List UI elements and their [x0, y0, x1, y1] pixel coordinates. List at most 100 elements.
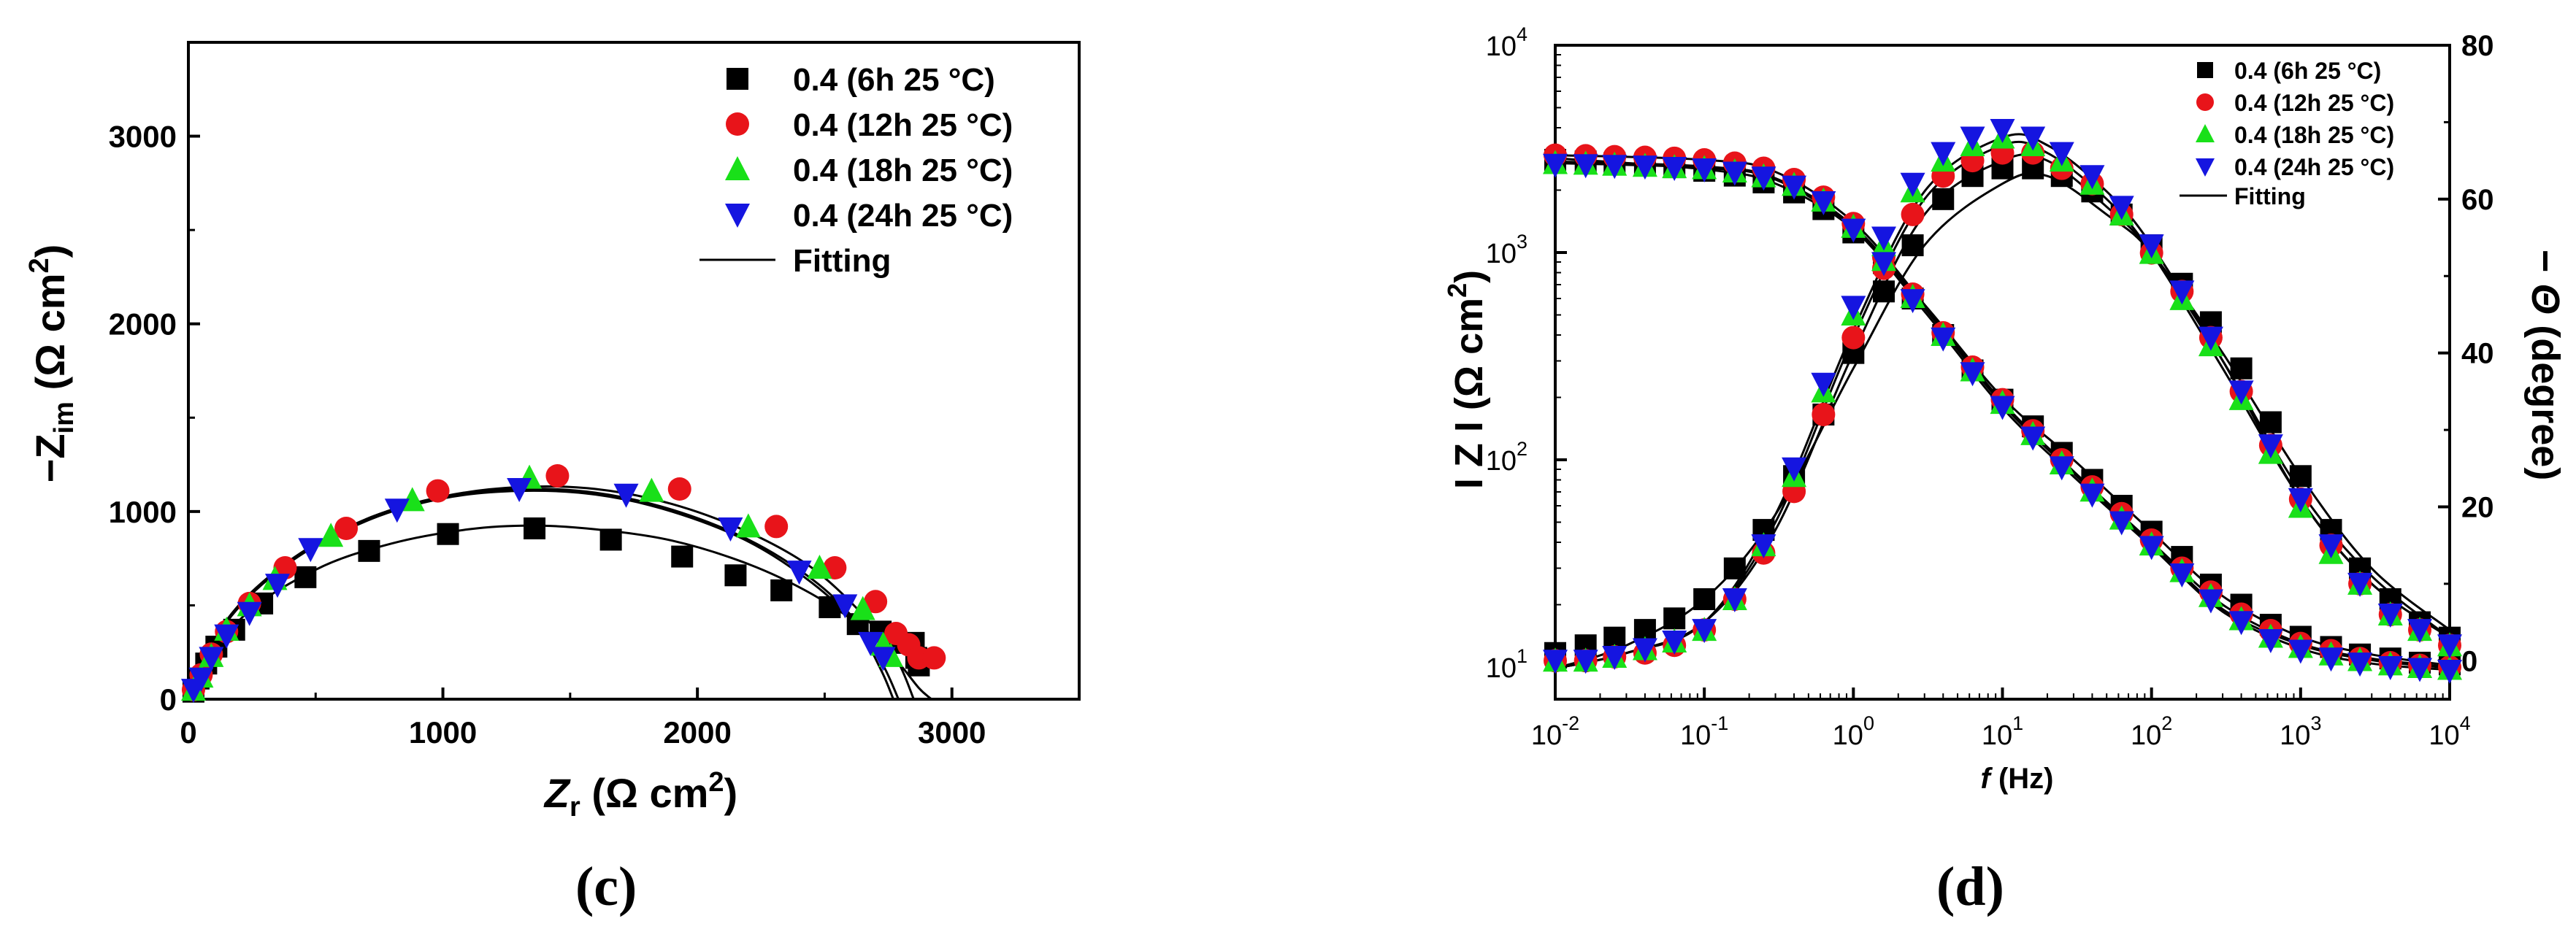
data-point: [735, 513, 761, 538]
data-point: [858, 631, 883, 656]
data-point-phase: [2318, 534, 2344, 559]
data-point-modulus: [2079, 483, 2105, 508]
data-point: [437, 523, 459, 545]
x-tick-label: 100: [1833, 712, 1874, 751]
legend-label: 0.4 (12h 25 °C): [2234, 90, 2394, 116]
y-right-tick-label: 0: [2461, 645, 2477, 677]
y-left-tick-label: 104: [1486, 23, 1527, 62]
data-point-modulus: [1871, 252, 1897, 277]
data-point-phase: [1751, 534, 1776, 559]
data-point-phase: [2079, 165, 2105, 190]
data-point-modulus: [1931, 327, 1956, 352]
legend-marker: [727, 68, 748, 90]
data-point-phase: [2259, 411, 2282, 434]
data-point: [318, 523, 344, 547]
legend-marker: [2197, 62, 2213, 78]
legend-marker: [2196, 158, 2215, 177]
data-point: [545, 464, 570, 488]
data-point: [426, 479, 450, 503]
legend-fit-label: Fitting: [793, 243, 891, 279]
legend-label: 0.4 (6h 25 °C): [793, 62, 995, 98]
data-point: [199, 647, 224, 671]
y-right-tick-label: 40: [2461, 338, 2494, 370]
data-point-phase: [1932, 188, 1955, 210]
data-point-phase: [1990, 118, 2015, 143]
data-point-modulus: [1662, 157, 1687, 182]
data-point: [832, 594, 858, 619]
x-axis-label: Zr (Ω cm2): [543, 767, 737, 823]
legend-marker: [726, 112, 749, 136]
data-point-phase: [1602, 646, 1628, 671]
data-point: [188, 667, 214, 692]
data-point: [334, 517, 359, 540]
y-tick-label: 3000: [109, 120, 177, 154]
data-point: [667, 477, 691, 501]
data-point-modulus: [2437, 660, 2462, 685]
y-right-tick-label: 60: [2461, 184, 2494, 216]
data-point-modulus: [1722, 161, 1747, 186]
fit-line-phase: [1555, 172, 2450, 670]
y-tick-label: 0: [160, 682, 177, 717]
data-point: [807, 555, 832, 579]
data-point-phase: [2347, 572, 2373, 597]
data-point: [864, 590, 888, 614]
data-point-modulus: [1751, 166, 1776, 191]
data-point-phase: [2230, 357, 2253, 380]
data-point-phase: [2228, 380, 2254, 405]
data-point-phase: [2169, 280, 2195, 305]
data-point-phase: [1901, 234, 1924, 257]
data-point-modulus: [2228, 611, 2254, 636]
data-point: [786, 561, 812, 585]
legend-label: 0.4 (24h 25 °C): [2234, 154, 2394, 180]
x-tick-label: 3000: [918, 715, 986, 750]
data-point: [273, 556, 297, 579]
data-point-phase: [1901, 202, 1925, 226]
data-point: [237, 601, 262, 626]
data-point: [671, 545, 694, 568]
data-point-phase: [1900, 172, 1925, 197]
bode-plot: 10-2 10-1 100 101 102 103 104 101 102 103 104 0 20 40…: [1442, 23, 2567, 795]
x-tick-label: 10-2: [1531, 712, 1579, 751]
data-point-phase: [2198, 326, 2223, 351]
data-point-phase: [2437, 634, 2462, 659]
y-tick-label: 1000: [109, 495, 177, 529]
data-point-phase: [1871, 226, 1897, 251]
x-tick-label: 0: [180, 715, 196, 750]
data-point-modulus: [1692, 158, 1717, 183]
data-point-phase: [1931, 142, 1956, 166]
data-point-phase: [1811, 372, 1836, 397]
y-left-axis-label: I Z I (Ω cm2): [1442, 270, 1491, 489]
data-point-modulus: [1573, 154, 1598, 179]
data-point-modulus: [2347, 652, 2373, 677]
data-point-modulus: [1990, 396, 2015, 420]
data-point-modulus: [1811, 190, 1836, 215]
x-tick-label: 104: [2429, 712, 2470, 751]
data-point-phase: [1662, 630, 1687, 655]
legend-marker: [725, 156, 750, 180]
data-point-phase: [1723, 557, 1746, 579]
data-point-phase: [1960, 126, 1985, 151]
data-point-modulus: [1632, 155, 1657, 180]
y-left-tick-label: 101: [1486, 645, 1527, 684]
data-point-modulus: [1841, 218, 1866, 243]
data-point: [870, 647, 896, 671]
y-left-tick-label: 102: [1486, 438, 1527, 477]
data-point-phase: [1573, 650, 1598, 674]
x-tick-label: 10-1: [1680, 712, 1728, 751]
nyquist-plot: 0 1000 2000 3000 0 1000 2000 3000 Zr (Ω cm2) −Zim…: [24, 41, 1081, 823]
data-point: [265, 574, 290, 598]
data-point-phase: [1722, 588, 1747, 612]
data-point-phase: [1812, 402, 1836, 426]
data-point: [724, 564, 747, 587]
data-point-phase: [1632, 638, 1657, 663]
data-point: [639, 477, 664, 502]
legend-label: 0.4 (6h 25 °C): [2234, 58, 2381, 84]
panel-label-c: (c): [575, 856, 637, 917]
data-point-modulus: [2198, 589, 2223, 614]
legend-marker: [2196, 124, 2215, 142]
data-point-phase: [2139, 234, 2164, 259]
data-point: [294, 566, 317, 588]
data-point: [718, 517, 743, 542]
data-point-phase: [1841, 296, 1866, 320]
data-point-modulus: [2318, 647, 2344, 672]
